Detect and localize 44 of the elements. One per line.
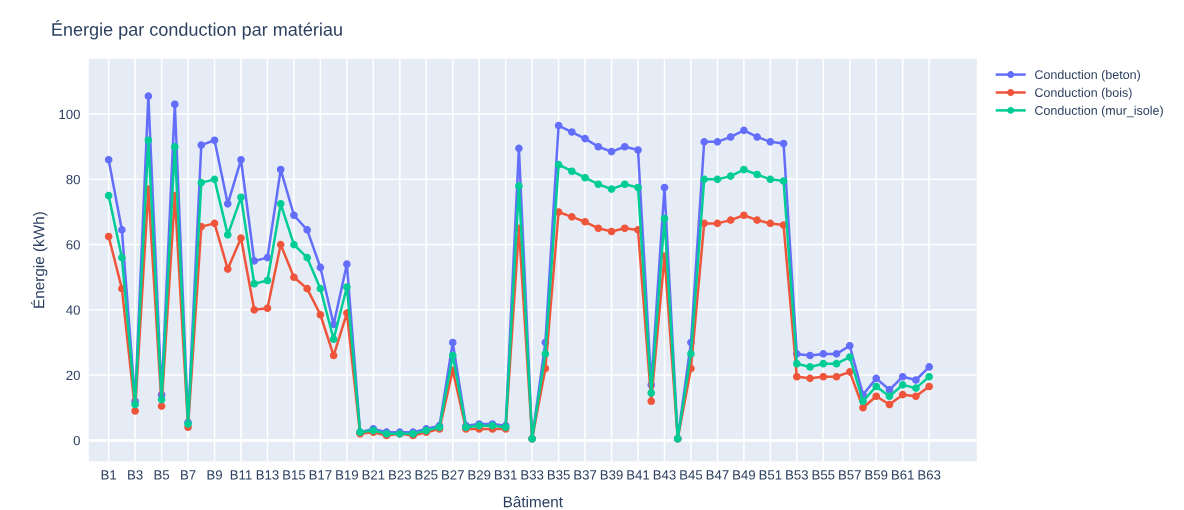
- x-tick-label: B23: [389, 470, 411, 480]
- x-tick-label: B37: [574, 470, 597, 480]
- y-tick-label: 40: [66, 305, 80, 315]
- x-tick-label: B57: [839, 470, 861, 480]
- x-tick-label: B33: [521, 470, 544, 480]
- x-tick-label: B7: [181, 470, 196, 480]
- y-tick-label: 0: [73, 435, 80, 446]
- x-tick-label: B17: [309, 470, 332, 480]
- x-tick-label: B25: [415, 470, 438, 480]
- y-tick-label: 20: [66, 370, 80, 381]
- x-tick-label: B39: [600, 470, 623, 480]
- legend-label: Conduction (bois): [1035, 87, 1132, 100]
- x-tick-label: B9: [207, 470, 222, 480]
- x-tick-label: B3: [128, 470, 143, 480]
- x-tick-label: B35: [547, 470, 570, 480]
- x-tick-label: B47: [706, 470, 729, 480]
- y-tick-label: 60: [66, 240, 80, 250]
- x-tick-label: B59: [865, 470, 888, 480]
- y-axis-title: Énergie (kWh): [30, 212, 48, 308]
- x-tick-label: B45: [680, 470, 703, 480]
- x-tick-label: B51: [759, 470, 782, 480]
- x-tick-label: B31: [495, 470, 517, 480]
- y-tick-label: 80: [66, 174, 80, 185]
- x-tick-label: B27: [442, 470, 464, 480]
- x-tick-label: B63: [918, 470, 941, 480]
- y-tick-label: 100: [59, 109, 80, 120]
- chart-title: Énergie par conduction par matériau: [52, 20, 342, 40]
- x-tick-label: B49: [733, 470, 755, 480]
- x-axis-title: Bâtiment: [503, 496, 563, 508]
- x-tick-label: B5: [154, 470, 170, 480]
- x-tick-label: B29: [468, 470, 491, 480]
- x-tick-label: B13: [256, 470, 279, 480]
- x-tick-label: B41: [627, 470, 650, 480]
- x-tick-label: B1: [101, 470, 117, 480]
- x-tick-label: B19: [336, 470, 358, 480]
- legend-label: Conduction (mur_isole): [1035, 105, 1163, 118]
- x-tick-label: B43: [653, 470, 676, 480]
- x-tick-label: B53: [786, 470, 808, 480]
- x-tick-label: B61: [892, 470, 914, 480]
- x-tick-label: B15: [283, 470, 306, 480]
- x-tick-label: B11: [230, 470, 252, 480]
- legend-label: Conduction (beton): [1035, 69, 1140, 82]
- x-tick-label: B21: [362, 470, 385, 480]
- x-tick-label: B55: [812, 470, 835, 480]
